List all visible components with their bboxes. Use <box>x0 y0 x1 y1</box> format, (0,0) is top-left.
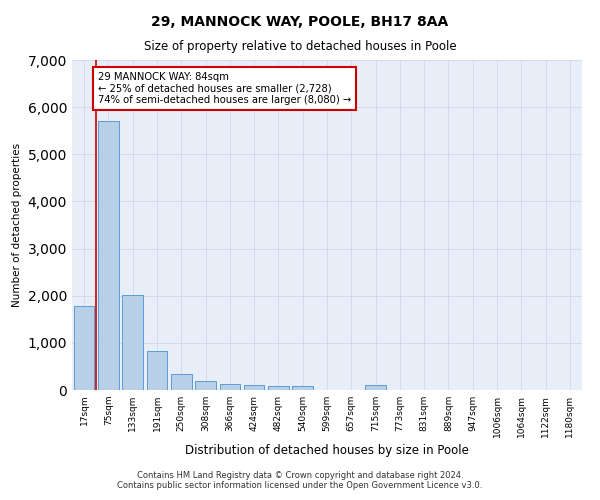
Y-axis label: Number of detached properties: Number of detached properties <box>12 143 22 307</box>
Bar <box>122 295 143 390</box>
Bar <box>74 306 94 390</box>
X-axis label: Distribution of detached houses by size in Poole: Distribution of detached houses by size … <box>185 444 469 457</box>
Bar <box>146 352 167 390</box>
Text: Size of property relative to detached houses in Poole: Size of property relative to detached ho… <box>143 40 457 53</box>
Bar <box>244 386 265 390</box>
Text: 29 MANNOCK WAY: 84sqm
← 25% of detached houses are smaller (2,728)
74% of semi-d: 29 MANNOCK WAY: 84sqm ← 25% of detached … <box>97 72 351 105</box>
Text: Contains HM Land Registry data © Crown copyright and database right 2024.
Contai: Contains HM Land Registry data © Crown c… <box>118 470 482 490</box>
Text: 29, MANNOCK WAY, POOLE, BH17 8AA: 29, MANNOCK WAY, POOLE, BH17 8AA <box>151 15 449 29</box>
Bar <box>171 374 191 390</box>
Bar <box>292 386 313 390</box>
Bar <box>220 384 240 390</box>
Bar <box>365 386 386 390</box>
Bar <box>98 122 119 390</box>
Bar <box>195 382 216 390</box>
Bar <box>268 386 289 390</box>
